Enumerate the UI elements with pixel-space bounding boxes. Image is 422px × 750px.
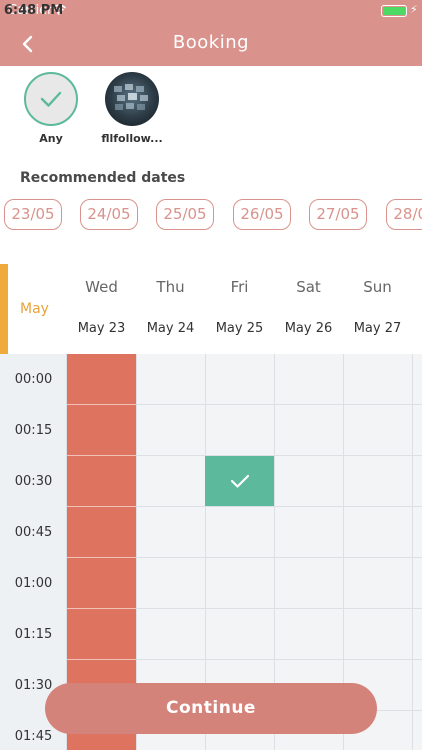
slot-separator (67, 608, 136, 609)
day-date: May 27 (353, 321, 402, 336)
slot-separator (67, 455, 136, 456)
time-label: 00:45 (14, 525, 53, 540)
day-date: May 25 (215, 321, 264, 336)
day-name: Wed (85, 278, 118, 296)
status-bar: Carrier 6:48 PM ⚡ (0, 0, 422, 22)
time-label: 01:45 (14, 729, 53, 744)
day-date: May 23 (77, 321, 126, 336)
slot-separator (67, 404, 136, 405)
grid-line (205, 354, 206, 750)
grid-line (67, 506, 422, 507)
selected-slot[interactable] (205, 456, 274, 506)
grid-line (67, 557, 422, 558)
slot-separator (67, 557, 136, 558)
time-label: 00:15 (14, 423, 53, 438)
any-staff-circle (24, 72, 78, 126)
date-chip[interactable]: 25/05 (156, 199, 214, 230)
time-label: 01:00 (14, 576, 53, 591)
avatar (105, 72, 159, 126)
time-column: 00:00 00:15 00:30 00:45 01:00 01:15 01:3… (0, 354, 67, 750)
grid-line (274, 354, 275, 750)
recommended-dates-title: Recommended dates (20, 170, 186, 186)
nav-header: Booking (0, 22, 422, 66)
page-title: Booking (172, 32, 250, 53)
date-chip[interactable]: 28/05 (386, 199, 422, 230)
month-label: May (20, 301, 49, 317)
day-name: Fri (230, 278, 249, 296)
slot-separator (67, 659, 136, 660)
grid-line (67, 455, 422, 456)
time-label: 00:30 (14, 474, 53, 489)
month-indicator (0, 264, 8, 354)
battery-icon (381, 5, 407, 17)
checkmark-icon (230, 474, 249, 488)
grid-line (67, 404, 422, 405)
time-label: 00:00 (14, 372, 53, 387)
avatar-photo-icon (114, 84, 148, 110)
grid-line (136, 354, 137, 750)
grid-line (343, 354, 344, 750)
grid-line (412, 354, 413, 750)
staff-option-any[interactable]: Any (11, 72, 91, 145)
calendar-header: May Wed Thu Fri Sat Sun May 23 May 24 Ma… (0, 264, 422, 354)
status-time: 6:48 PM (3, 3, 64, 18)
date-chip[interactable]: 27/05 (309, 199, 367, 230)
slot-separator (67, 506, 136, 507)
continue-button[interactable]: Continue (45, 683, 377, 734)
day-name: Sat (296, 278, 321, 296)
staff-label: fllfollow... (101, 132, 163, 145)
staff-option-fllfollow[interactable]: fllfollow... (92, 72, 172, 145)
charging-icon: ⚡ (410, 3, 418, 16)
grid-line (67, 659, 422, 660)
recommended-dates-list: 23/05 24/05 25/05 26/05 27/05 28/05 (0, 199, 422, 231)
staff-label: Any (39, 132, 63, 145)
time-label: 01:30 (14, 678, 53, 693)
date-chip[interactable]: 23/05 (4, 199, 62, 230)
back-chevron-icon[interactable] (16, 32, 40, 56)
date-chip[interactable]: 24/05 (80, 199, 138, 230)
day-date: May 24 (146, 321, 195, 336)
checkmark-icon (40, 91, 62, 107)
day-date: May 26 (284, 321, 333, 336)
carrier-label: Carrier (8, 3, 53, 18)
wifi-icon (52, 4, 66, 15)
top-bar: Carrier 6:48 PM ⚡ Booking (0, 0, 422, 66)
day-name: Sun (363, 278, 392, 296)
day-name: Thu (156, 278, 185, 296)
grid-line (67, 608, 422, 609)
time-label: 01:15 (14, 627, 53, 642)
date-chip[interactable]: 26/05 (233, 199, 291, 230)
